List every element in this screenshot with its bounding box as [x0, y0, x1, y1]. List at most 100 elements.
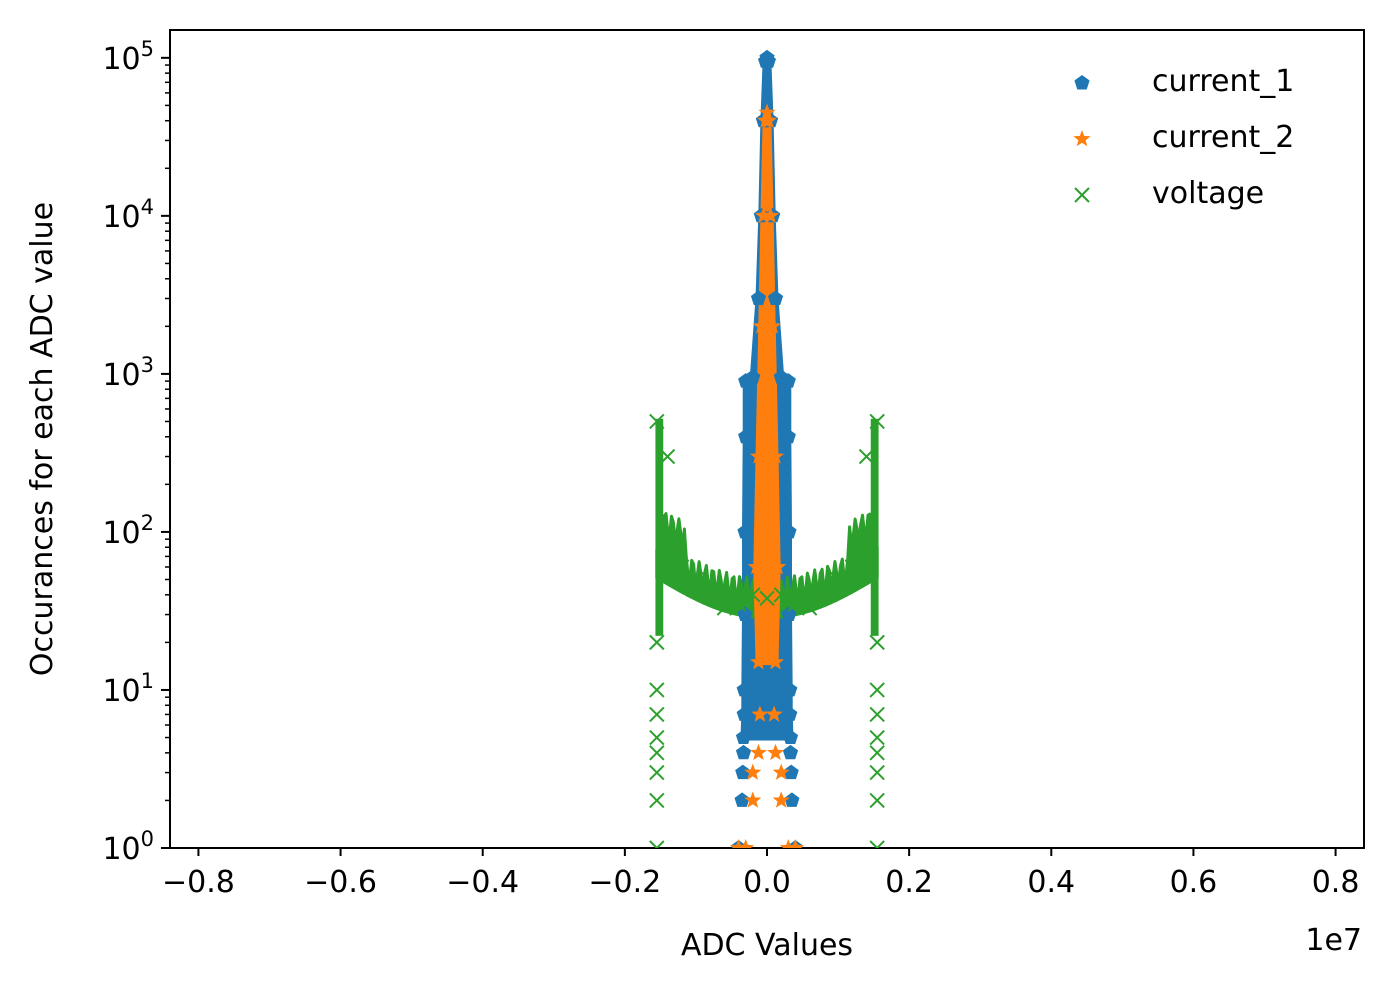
x-tick-label: 0.0	[743, 865, 791, 900]
x-tick-label: −0.6	[304, 865, 377, 900]
current-2-point	[737, 839, 755, 848]
legend-item-voltage: voltage	[1074, 176, 1264, 211]
current-2-point	[769, 558, 787, 575]
voltage-point	[674, 559, 690, 575]
voltage-point	[649, 745, 665, 761]
voltage-point	[716, 600, 733, 616]
voltage-point	[649, 634, 665, 651]
current-1-point	[736, 706, 752, 721]
voltage-point	[844, 559, 860, 575]
voltage-point	[666, 531, 683, 547]
current-1-point	[750, 290, 767, 305]
y-tick-label: 105	[102, 37, 154, 77]
current-2-point	[752, 317, 770, 334]
voltage-point	[759, 590, 775, 607]
voltage-point	[801, 600, 818, 616]
current-2-point	[749, 743, 767, 761]
y-axis-label: Occurances for each ADC value	[25, 202, 60, 676]
voltage-point	[869, 840, 885, 848]
x-axis: −0.8 −0.6 −0.4 −0.2 0.0 0.2 0.4 0.6 0.8	[162, 848, 1359, 900]
current-2-point	[758, 103, 776, 120]
x-tick-label: −0.4	[446, 865, 519, 900]
voltage-point	[851, 531, 868, 547]
current-2-point	[747, 558, 765, 575]
voltage-point	[858, 448, 875, 465]
voltage-point	[773, 587, 789, 603]
voltage-point	[869, 764, 885, 781]
current-2-point	[772, 763, 790, 780]
current-2-point	[786, 839, 804, 848]
voltage-point	[649, 706, 665, 723]
current-1-point	[780, 428, 796, 444]
voltage-point	[869, 745, 885, 761]
legend-marker	[1074, 75, 1090, 90]
voltage-point	[816, 587, 832, 603]
voltage-point	[730, 596, 747, 612]
current-2-point	[767, 447, 785, 464]
current-2-point	[754, 206, 772, 224]
voltage-point	[649, 729, 665, 746]
voltage-edge-spike	[870, 418, 879, 636]
x-tick-label: −0.8	[162, 865, 235, 900]
legend-marker	[1074, 187, 1090, 203]
current-2-point	[772, 791, 790, 808]
y-tick-label: 100	[102, 827, 154, 867]
current-1-point	[784, 792, 800, 807]
current-1-point	[735, 764, 751, 780]
legend-item-current-2: current_2	[1073, 120, 1294, 155]
current-1-point	[745, 369, 761, 384]
y-tick-label: 102	[102, 511, 154, 551]
voltage-point	[869, 413, 885, 430]
current-1-point	[738, 428, 754, 444]
y-axis: 100 101 102 103 104 105	[102, 37, 170, 867]
current-2-point	[749, 653, 767, 670]
current-2-point	[767, 743, 785, 761]
current-2-point	[744, 791, 762, 808]
current-1-point	[735, 729, 752, 744]
current-1-point	[781, 606, 797, 621]
current-2-point	[749, 447, 767, 464]
y-tick-label: 101	[102, 669, 154, 709]
x-tick-label: 0.8	[1312, 865, 1360, 900]
current-1-point	[734, 792, 750, 807]
x-tick-label: 0.2	[885, 865, 933, 900]
current-1-point	[782, 682, 798, 697]
current-2-point	[759, 111, 777, 128]
current-2-point	[764, 317, 782, 334]
voltage-point	[649, 792, 665, 809]
current-1-point	[736, 682, 752, 697]
legend-marker	[1073, 130, 1091, 147]
current-1-point	[767, 290, 784, 305]
voltage-point	[745, 587, 761, 603]
legend-label: voltage	[1152, 176, 1264, 211]
voltage-point	[659, 448, 676, 465]
current-2-point	[765, 705, 783, 722]
current-1-point	[737, 523, 753, 539]
x-offset-label: 1e7	[1305, 923, 1362, 958]
current-1-point	[735, 744, 752, 760]
x-axis-label: ADC Values	[681, 928, 853, 963]
current-2-point	[767, 653, 785, 670]
current-2-point	[744, 763, 762, 780]
voltage-point	[869, 634, 885, 651]
voltage-point	[869, 706, 885, 723]
current-1-point	[773, 369, 789, 384]
voltage-point	[787, 596, 804, 612]
voltage-point	[688, 571, 704, 588]
current-1-point	[782, 706, 798, 721]
legend-label: current_1	[1152, 64, 1294, 99]
legend-item-current-1: current_1	[1074, 64, 1294, 99]
voltage-point	[869, 792, 885, 809]
data-points	[649, 49, 885, 848]
current-1-point	[783, 764, 799, 780]
voltage-point	[869, 682, 885, 698]
voltage-point	[649, 413, 665, 430]
current-1-point	[782, 729, 799, 744]
voltage-point	[830, 571, 846, 588]
current-2-point	[762, 206, 780, 224]
voltage-edge-spike	[655, 418, 664, 636]
x-tick-label: 0.4	[1027, 865, 1075, 900]
legend-label: current_2	[1152, 120, 1294, 155]
